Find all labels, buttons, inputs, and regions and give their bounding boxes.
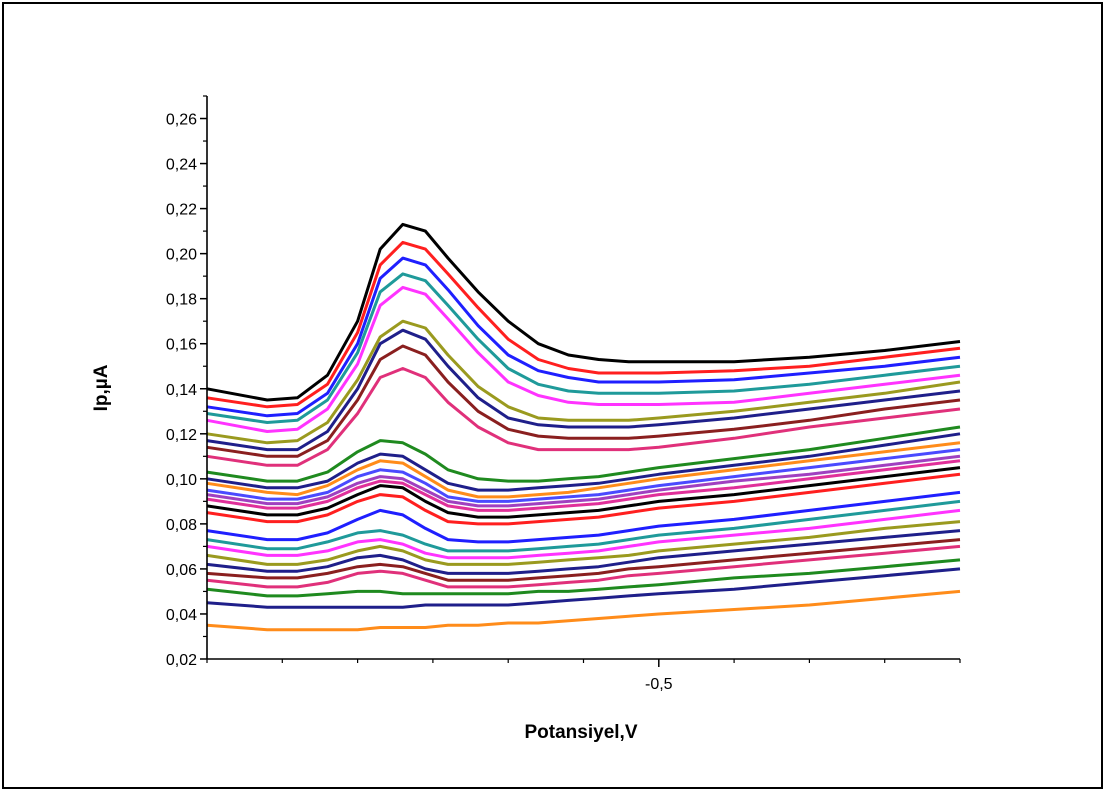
series-line-17 [206,472,961,526]
series-line-25 [206,558,961,598]
series-line-20 [206,508,961,560]
series-line-4 [206,272,961,424]
y-tick-label: 0,16 [166,337,197,354]
series-line-26 [206,567,961,609]
y-tick-label: 0,02 [166,652,197,669]
series-line-23 [206,538,961,582]
y-tick-label: 0,22 [166,202,197,219]
axes: 0,02 0,04 0,06 0,08 0,10 0,12 0,14 0,16 0,18 0,20… [166,95,961,693]
y-tick-label: 0,20 [166,247,197,264]
series-line-15 [206,459,961,512]
series-line-1 [206,222,961,402]
series-line-13 [206,448,961,503]
plot-lines [206,222,961,632]
y-tick-label: 0,08 [166,517,197,534]
y-tick-label: 0,12 [166,427,197,444]
series-line-5 [206,285,961,433]
y-tick-label: 0,26 [166,112,197,129]
series-line-7 [206,328,961,452]
series-line-18 [206,490,961,544]
series-line-24 [206,544,961,589]
y-tick-label: 0,06 [166,562,197,579]
x-axis-title: Potansiyel,V [525,722,638,743]
series-line-22 [206,529,961,575]
series-line-19 [206,499,961,553]
series-line-11 [206,432,961,492]
series-line-2 [206,240,961,409]
series-line-3 [206,256,961,418]
series-line-10 [206,425,961,483]
series-line-8 [206,344,961,458]
y-tick-label: 0,18 [166,292,197,309]
series-line-16 [206,466,961,519]
y-axis-title: Ip,µA [91,364,112,411]
x-tick-label: -0,5 [645,676,673,693]
y-tick-label: 0,14 [166,382,197,399]
series-line-6 [206,319,961,445]
y-tick-label: 0,04 [166,607,197,624]
series-line-27 [206,589,961,632]
series-line-14 [206,454,961,508]
series-line-9 [206,367,961,467]
series-line-21 [206,520,961,566]
y-tick-label: 0,10 [166,472,197,489]
series-line-12 [206,441,961,499]
y-tick-label: 0,24 [166,157,197,174]
